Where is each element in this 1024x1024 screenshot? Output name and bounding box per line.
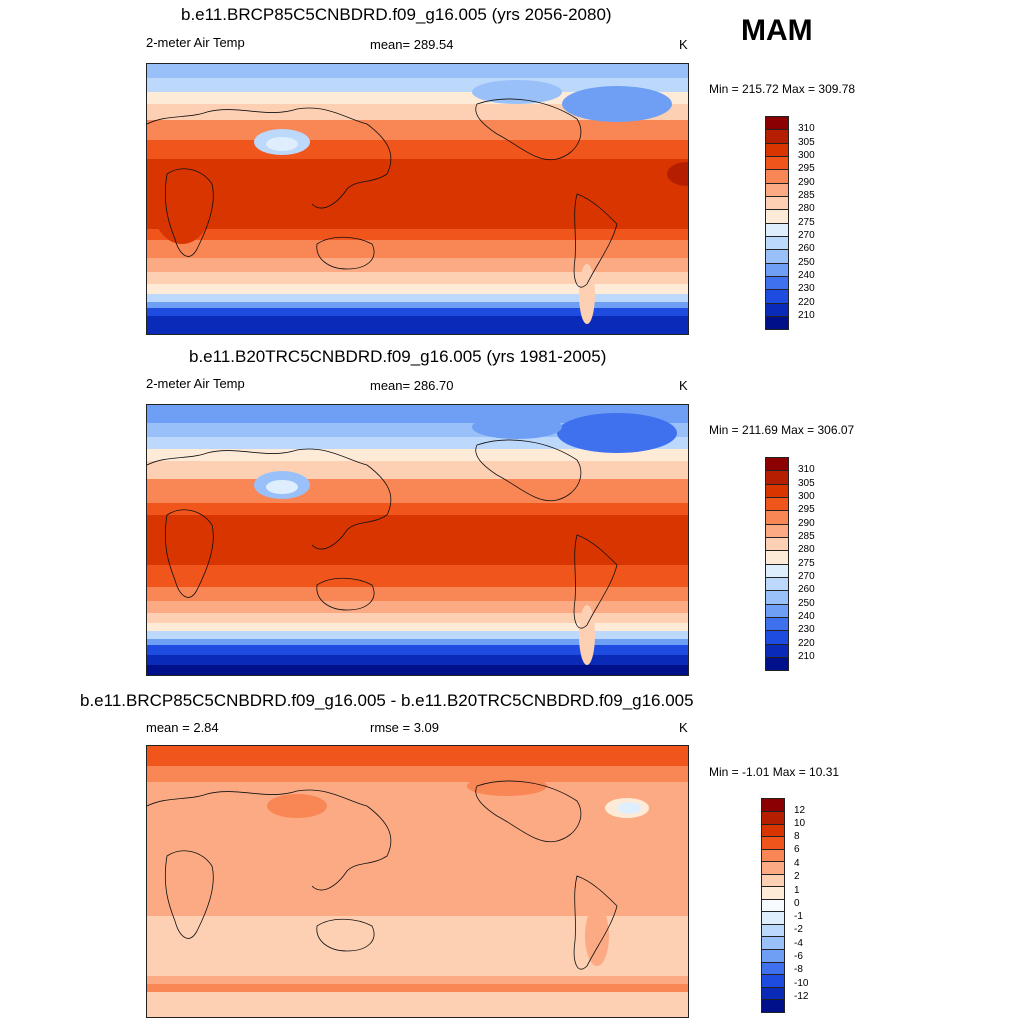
panel1-colorbar-label: 275: [798, 217, 815, 228]
panel1-colorbar-label: 305: [798, 137, 815, 148]
panel1-colorbar-label: 280: [798, 203, 815, 214]
panel3-mean-label: mean = 2.84: [146, 720, 219, 735]
season-label: MAM: [741, 14, 813, 47]
panel3-colorbar-label: -4: [794, 938, 803, 949]
panel3-colorbar-label: 4: [794, 858, 800, 869]
panel1-colorbar-label: 310: [798, 123, 815, 134]
panel2-title: b.e11.B20TRC5CNBDRD.f09_g16.005 (yrs 198…: [189, 347, 607, 366]
panel1-colorbar-label: 300: [798, 150, 815, 161]
panel1-colorbar-label: 240: [798, 270, 815, 281]
panel3-colorbar-label: -1: [794, 911, 803, 922]
panel3-colorbar-label: -12: [794, 991, 809, 1002]
panel3-minmax: Min = -1.01 Max = 10.31: [709, 765, 840, 779]
panel1-colorbar-label: 250: [798, 257, 815, 268]
panel2-minmax: Min = 211.69 Max = 306.07: [709, 423, 855, 437]
panel1-temperature-field: [147, 64, 688, 334]
panel2-colorbar-label: 250: [798, 598, 815, 609]
panel1-minmax: Min = 215.72 Max = 309.78: [709, 82, 856, 96]
panel3-map: [146, 745, 689, 1018]
panel3-colorbar-label: -10: [794, 978, 809, 989]
panel1-units-label: K: [679, 37, 688, 52]
panel3-colorbar-label: -8: [794, 964, 803, 975]
panel2-colorbar-label: 300: [798, 491, 815, 502]
panel1-colorbar-label: 290: [798, 177, 815, 188]
panel1-colorbar-label: 270: [798, 230, 815, 241]
panel1-variable-label: 2-meter Air Temp: [146, 35, 245, 50]
panel2-colorbar: 310 305 300 295 290 285 280 275 270 260 …: [765, 457, 825, 671]
panel3-difference-field: [147, 746, 688, 1017]
panel1-map: [146, 63, 689, 335]
panel3-units-label: K: [679, 720, 688, 735]
panel1-title: b.e11.BRCP85C5CNBDRD.f09_g16.005 (yrs 20…: [181, 5, 612, 24]
panel1-colorbar-label: 230: [798, 283, 815, 294]
panel3-colorbar-label: 2: [794, 871, 800, 882]
panel2-colorbar-label: 280: [798, 544, 815, 555]
panel1-colorbar: 310 305 300 295 290 285 280 275 270 260 …: [765, 116, 825, 330]
panel1-mean-label: mean= 289.54: [370, 37, 454, 52]
panel3-colorbar-label: 10: [794, 818, 806, 829]
panel3-rmse-label: rmse = 3.09: [370, 720, 440, 735]
panel2-colorbar-label: 240: [798, 611, 815, 622]
panel3-colorbar-label: 6: [794, 844, 800, 855]
panel2-colorbar-label: 310: [798, 464, 815, 475]
panel2-temperature-field: [147, 405, 688, 675]
panel3-colorbar-label: 1: [794, 885, 800, 896]
panel3-title: b.e11.BRCP85C5CNBDRD.f09_g16.005 - b.e11…: [80, 691, 694, 710]
panel1-colorbar-label: 295: [798, 163, 815, 174]
panel3-colorbar-label: 8: [794, 831, 800, 842]
panel3-colorbar-label: 12: [794, 805, 806, 816]
panel2-units-label: K: [679, 378, 688, 393]
panel2-colorbar-label: 230: [798, 624, 815, 635]
panel1-colorbar-label: 210: [798, 310, 815, 321]
panel2-mean-label: mean= 286.70: [370, 378, 454, 393]
panel2-colorbar-label: 275: [798, 558, 815, 569]
panel1-colorbar-label: 220: [798, 297, 815, 308]
panel2-colorbar-label: 270: [798, 571, 815, 582]
panel1-colorbar-label: 285: [798, 190, 815, 201]
panel3-colorbar: 12 10 8 6 4 2 1 0 -1 -2 -4 -6 -8 -10 -12: [761, 798, 821, 1013]
panel2-colorbar-label: 290: [798, 518, 815, 529]
panel2-colorbar-label: 260: [798, 584, 815, 595]
panel2-colorbar-label: 210: [798, 651, 815, 662]
panel2-map: [146, 404, 689, 676]
panel2-colorbar-label: 220: [798, 638, 815, 649]
panel3-colorbar-label: -6: [794, 951, 803, 962]
panel2-colorbar-label: 305: [798, 478, 815, 489]
panel2-colorbar-label: 295: [798, 504, 815, 515]
panel1-colorbar-label: 260: [798, 243, 815, 254]
panel3-colorbar-label: 0: [794, 898, 800, 909]
panel2-variable-label: 2-meter Air Temp: [146, 376, 245, 391]
panel2-colorbar-label: 285: [798, 531, 815, 542]
panel3-colorbar-label: -2: [794, 924, 803, 935]
